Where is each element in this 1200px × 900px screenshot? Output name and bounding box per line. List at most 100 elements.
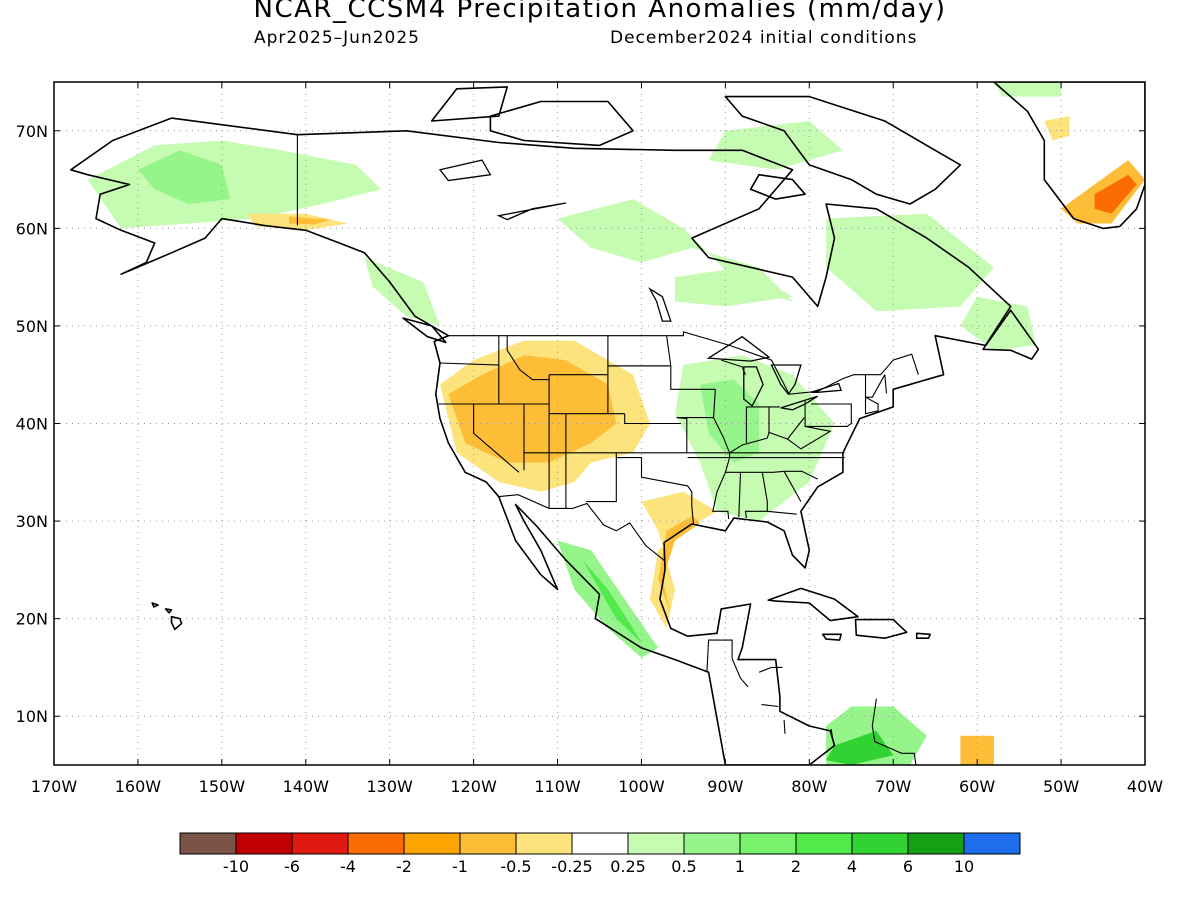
colorbar-swatch	[235, 832, 293, 855]
border-state-nd-sd	[607, 335, 672, 367]
border-state-id-mt	[506, 335, 550, 381]
colorbar-label: 2	[791, 857, 801, 876]
colorbar-label: 4	[847, 857, 857, 876]
coastline-baffin-island	[724, 95, 962, 205]
anomaly-mexico-wet-core	[582, 560, 642, 643]
lat-tick-label: 60N	[16, 219, 48, 238]
lon-tick-label: 50W	[1043, 777, 1079, 796]
colorbar-label: -0.25	[551, 857, 592, 876]
coastline-hawaii	[170, 615, 183, 631]
border-central-america-1	[731, 658, 749, 688]
colorbar-swatch	[179, 832, 237, 855]
border-state-ohio-river	[729, 417, 805, 454]
coastline-southampton-island	[749, 173, 806, 200]
lon-tick-label: 90W	[707, 777, 743, 796]
lon-tick-label: 120W	[450, 777, 497, 796]
anomaly-labrador-wet	[960, 296, 1036, 351]
chart-title: NCAR_CCSM4 Precipitation Anomalies (mm/d…	[253, 0, 947, 24]
border-state-ga-fl	[767, 510, 797, 515]
lon-tick-label: 100W	[618, 777, 665, 796]
anomaly-baffin-wet	[708, 121, 843, 170]
anomaly-quebec-wet	[826, 213, 994, 312]
lat-tick-label: 30N	[16, 512, 48, 531]
border-state-me-nh	[884, 374, 888, 394]
lat-tick-label: 50N	[16, 317, 48, 336]
forecast-period: Apr2025–Jun2025	[254, 28, 420, 48]
coastline-victoria-island	[489, 100, 634, 147]
border-central-america-3	[761, 703, 779, 708]
border-mexico-guatemala	[706, 639, 733, 673]
colorbar-label: -2	[396, 857, 412, 876]
lake-winnipeg	[648, 287, 672, 322]
colorbar-swatch	[963, 832, 1021, 855]
great-bear-lake	[438, 159, 492, 182]
colorbar-label: -10	[223, 857, 249, 876]
coastline-north-america	[70, 117, 1012, 765]
lon-tick-label: 80W	[791, 777, 827, 796]
colorbar-label: -1	[452, 857, 468, 876]
border-panama-costa-rica	[783, 720, 786, 734]
border-state-ok-tx	[616, 457, 695, 525]
colorbar-swatch	[291, 832, 349, 855]
border-state-mississippi	[712, 389, 731, 520]
border-state-103w	[586, 452, 617, 503]
colorbar-swatch	[851, 832, 909, 855]
colorbar-swatch	[683, 832, 741, 855]
colorbar-swatch	[627, 832, 685, 855]
colorbar-label: 0.5	[671, 857, 696, 876]
anomaly-colombia-wet-core	[826, 730, 894, 765]
border-state-mn-ia	[670, 365, 716, 390]
border-central-america-2	[758, 666, 783, 673]
coastline-jamaica	[821, 633, 843, 641]
coastline-cuba	[767, 587, 859, 622]
colorbar-swatch	[403, 832, 461, 855]
coastline-hispaniola	[854, 618, 908, 640]
colorbar-label: -6	[284, 857, 300, 876]
anomaly-texas-gulf-dry-core	[658, 516, 701, 614]
colorbar-swatch	[459, 832, 517, 855]
border-us-mexico	[497, 494, 666, 562]
lat-tick-label: 10N	[16, 707, 48, 726]
colorbar-label: 10	[954, 857, 974, 876]
lon-tick-label: 40W	[1127, 777, 1163, 796]
anomaly-texas-gulf-dry	[641, 491, 717, 629]
anomaly-west-us-dry-core	[448, 355, 617, 463]
lon-tick-label: 160W	[115, 777, 162, 796]
lake-ontario	[810, 382, 843, 393]
colorbar-label: 6	[903, 857, 913, 876]
anomaly-south-alaska-dry-core	[289, 216, 331, 225]
anomaly-hudson-wet	[675, 267, 793, 307]
anomaly-venezuela-dry	[960, 735, 994, 765]
colorbar-label: 1	[735, 857, 745, 876]
colorbar-swatch	[739, 832, 797, 855]
lat-tick-label: 20N	[16, 610, 48, 629]
lon-tick-label: 110W	[534, 777, 581, 796]
border-colombia-venezuela	[871, 698, 917, 765]
lat-tick-label: 70N	[16, 122, 48, 141]
lon-tick-label: 170W	[31, 777, 78, 796]
border-state-ca-nv	[473, 404, 520, 473]
lon-tick-label: 140W	[283, 777, 330, 796]
border-state-ms-al	[738, 472, 742, 518]
border-state-ga-sc	[783, 471, 802, 502]
coastline-oahu	[151, 602, 159, 608]
coastline-newfoundland	[982, 309, 1040, 360]
colorbar-swatch	[907, 832, 965, 855]
anomaly-bc-coast-wet	[364, 257, 440, 326]
colorbar-swatch	[571, 832, 629, 855]
colorbar-swatch	[795, 832, 853, 855]
lake-michigan	[743, 366, 764, 407]
border-panama-colombia	[830, 728, 834, 740]
anomaly-alaska-interior-wet	[137, 150, 231, 204]
lon-tick-label: 150W	[199, 777, 246, 796]
lon-tick-label: 70W	[875, 777, 911, 796]
colorbar-label: -0.5	[500, 857, 531, 876]
anomaly-greenland-north-dry	[1044, 116, 1070, 141]
border-state-ny-vt	[864, 374, 886, 415]
coastline-greenland	[993, 82, 1145, 230]
lat-tick-label: 40N	[16, 415, 48, 434]
coastline-maui	[164, 608, 173, 614]
coastline-banks-island	[430, 86, 509, 122]
anomaly-alaska-wet	[87, 140, 382, 229]
